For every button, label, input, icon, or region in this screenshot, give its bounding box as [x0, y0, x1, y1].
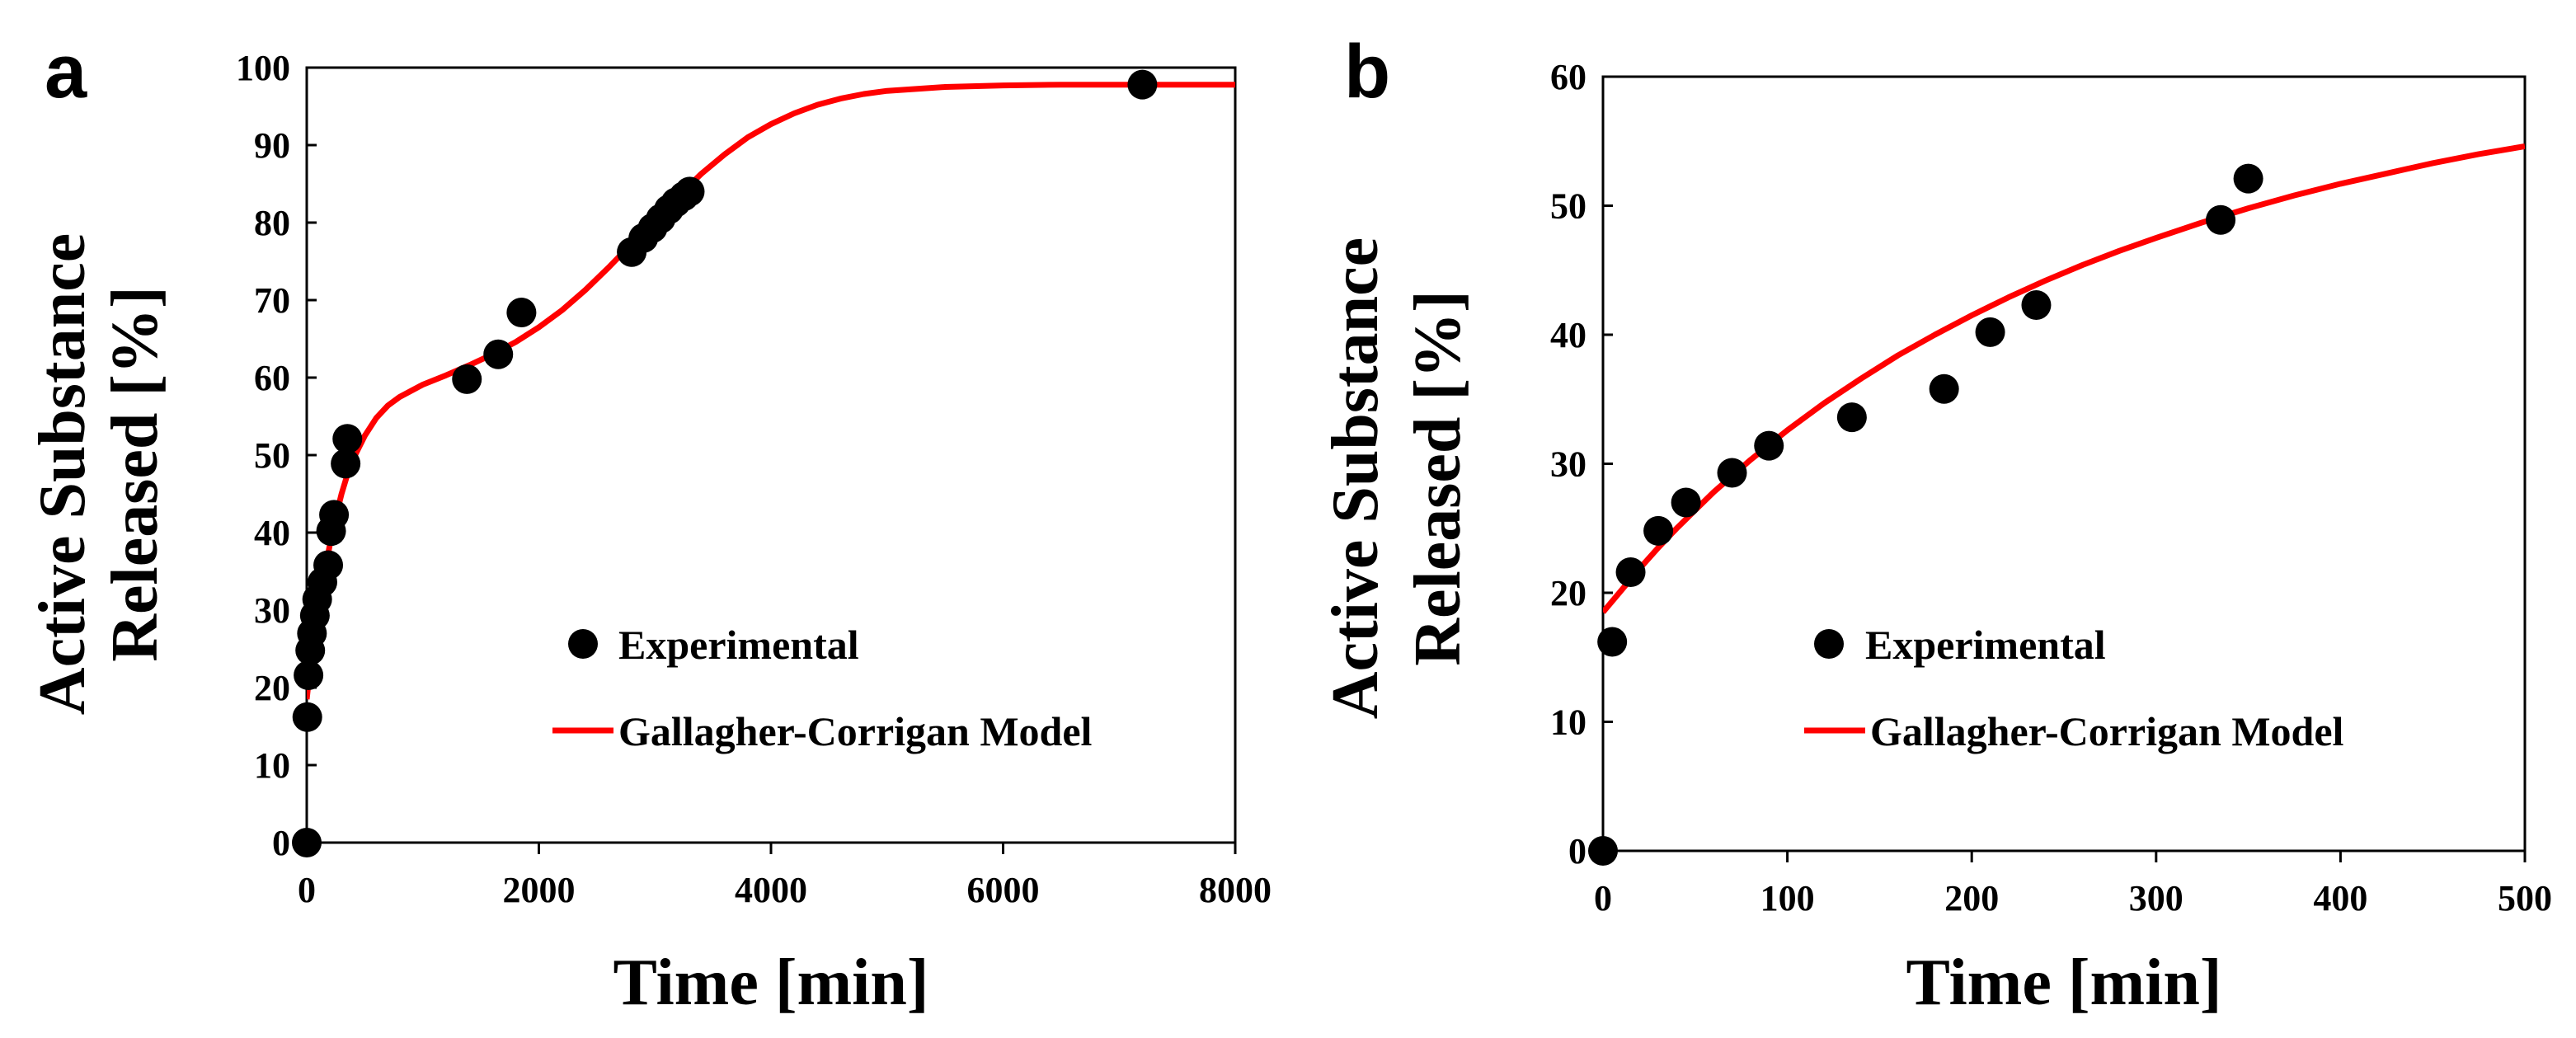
- experimental-point: [332, 424, 363, 454]
- experimental-point: [2233, 163, 2263, 194]
- experimental-point: [452, 364, 482, 394]
- experimental-point: [292, 828, 322, 857]
- y-tick-label: 0: [272, 823, 290, 863]
- experimental-point: [2021, 290, 2052, 321]
- y-tick-label: 50: [1550, 186, 1586, 227]
- y-axis-title-line2: Released [%]: [1402, 290, 1474, 665]
- model-curve-line: [307, 82, 1235, 700]
- x-tick-label: 8000: [1199, 870, 1272, 910]
- legend-label-model: Gallagher-Corrigan Model: [618, 708, 1093, 754]
- x-tick-label: 300: [2129, 878, 2183, 918]
- x-tick-label: 500: [2498, 878, 2552, 918]
- legend-label-experimental: Experimental: [618, 622, 859, 668]
- y-tick-label: 90: [254, 125, 290, 166]
- y-tick-label: 20: [254, 668, 290, 708]
- x-tick-label: 2000: [503, 870, 576, 910]
- experimental-point: [1127, 69, 1158, 100]
- x-axis-title: Time [min]: [613, 946, 929, 1019]
- y-tick-label: 40: [254, 513, 290, 553]
- experimental-point: [1597, 627, 1628, 657]
- panel-letter-a: a: [45, 30, 87, 114]
- legend-marker-experimental: [1814, 629, 1844, 659]
- legend-label-experimental: Experimental: [1865, 622, 2106, 668]
- y-tick-label: 10: [1550, 702, 1586, 743]
- experimental-point: [313, 550, 344, 580]
- y-axis-title-line1: Active Substance: [26, 233, 99, 715]
- y-tick-label: 0: [1568, 831, 1586, 871]
- experimental-point: [1615, 557, 1646, 587]
- experimental-point: [1643, 515, 1674, 546]
- x-tick-label: 100: [1760, 878, 1815, 918]
- y-tick-label: 40: [1550, 315, 1586, 355]
- x-tick-label: 0: [1594, 878, 1612, 918]
- experimental-point: [292, 702, 322, 732]
- experimental-point: [483, 339, 514, 369]
- experimental-point: [506, 298, 537, 328]
- y-axis-title-line1: Active Substance: [1319, 237, 1392, 719]
- x-axis-title: Time [min]: [1906, 946, 2222, 1019]
- panel-letter-b: b: [1344, 30, 1390, 114]
- y-tick-label: 80: [254, 203, 290, 243]
- legend-label-model: Gallagher-Corrigan Model: [1870, 708, 2344, 754]
- y-tick-label: 20: [1550, 573, 1586, 613]
- y-tick-label: 50: [254, 435, 290, 476]
- x-tick-label: 200: [1944, 878, 1999, 918]
- y-tick-label: 30: [1550, 444, 1586, 485]
- experimental-point: [1717, 458, 1747, 488]
- y-tick-label: 60: [1550, 57, 1586, 97]
- experimental-point: [319, 500, 350, 530]
- y-tick-label: 70: [254, 280, 290, 321]
- model-curve-line: [1603, 143, 2525, 614]
- x-tick-label: 0: [298, 870, 316, 910]
- y-tick-label: 60: [254, 358, 290, 398]
- y-tick-label: 10: [254, 745, 290, 786]
- y-tick-label: 30: [254, 590, 290, 631]
- y-axis-title-line2: Released [%]: [99, 286, 172, 661]
- experimental-point: [1671, 487, 1701, 518]
- experimental-point: [1588, 836, 1618, 866]
- experimental-point: [331, 449, 361, 479]
- experimental-point: [1929, 373, 1959, 404]
- x-tick-label: 4000: [735, 870, 807, 910]
- experimental-point: [294, 660, 324, 690]
- x-tick-label: 400: [2313, 878, 2367, 918]
- x-tick-label: 6000: [967, 870, 1040, 910]
- experimental-point: [675, 176, 705, 207]
- experimental-point: [1975, 317, 2005, 347]
- legend-marker-experimental: [568, 629, 598, 659]
- y-tick-label: 100: [236, 48, 290, 88]
- experimental-point: [1836, 402, 1867, 433]
- experimental-point: [2206, 204, 2236, 235]
- experimental-point: [1754, 430, 1784, 461]
